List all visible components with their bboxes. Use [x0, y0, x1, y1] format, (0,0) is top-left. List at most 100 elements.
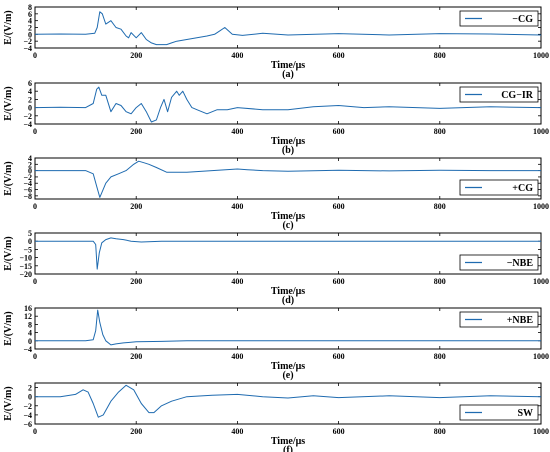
x-tick-label: 400	[231, 277, 243, 286]
x-tick-label: 400	[231, 202, 243, 211]
y-tick-label: 4	[28, 329, 32, 338]
legend: −NBE	[459, 254, 539, 271]
x-tick-label: 200	[130, 352, 142, 361]
y-axis-title: E/(V/m)	[3, 236, 14, 270]
x-tick-label: 800	[434, 127, 446, 136]
y-tick-label: −4	[23, 120, 32, 129]
x-tick-label: 400	[231, 352, 243, 361]
y-tick-label: −2	[23, 173, 32, 182]
plot-frame	[34, 157, 542, 200]
x-axis-title: Time/μs	[271, 60, 305, 71]
x-tick-label: 0	[33, 277, 37, 286]
x-axis-title: Time/μs	[271, 361, 305, 372]
y-tick-label: −15	[19, 262, 32, 271]
y-tick-label: 6	[28, 10, 32, 19]
x-tick-label: 600	[333, 127, 345, 136]
legend-box	[459, 179, 539, 196]
y-tick-label: −4	[23, 179, 32, 188]
x-tick-label: 0	[33, 51, 37, 60]
y-axis-title: E/(V/m)	[3, 161, 14, 195]
legend: −CG	[459, 10, 539, 27]
x-tick-label: 200	[130, 127, 142, 136]
legend: +NBE	[459, 311, 539, 328]
x-tick-label: 400	[231, 127, 243, 136]
y-tick-label: 2	[28, 95, 32, 104]
x-tick-label: 1000	[533, 277, 549, 286]
x-tick-label: 1000	[533, 127, 549, 136]
x-tick-label: 1000	[533, 202, 549, 211]
y-tick-label: 8	[28, 3, 32, 12]
legend-label: CG−IR	[501, 90, 534, 101]
legend: SW	[459, 404, 539, 421]
x-tick-label: 200	[130, 51, 142, 60]
plot-frame	[34, 307, 542, 350]
legend-label: −CG	[512, 14, 533, 25]
x-tick-label: 600	[333, 352, 345, 361]
y-tick-label: 2	[28, 24, 32, 33]
legend: +CG	[459, 179, 539, 196]
x-tick-label: 800	[434, 51, 446, 60]
y-tick-label: −6	[23, 420, 32, 429]
legend-box	[459, 86, 539, 103]
y-tick-label: 0	[28, 30, 32, 39]
y-tick-label: 8	[28, 320, 32, 329]
y-tick-label: 0	[28, 167, 32, 176]
y-axis-title: E/(V/m)	[3, 311, 14, 345]
legend-box	[459, 311, 539, 328]
y-tick-label: −6	[23, 186, 32, 195]
legend-box	[459, 254, 539, 271]
x-tick-label: 400	[231, 51, 243, 60]
y-tick-label: −2	[23, 37, 32, 46]
series-line-5	[35, 309, 541, 346]
y-tick-label: −4	[23, 345, 32, 354]
legend-label: −NBE	[507, 258, 534, 269]
y-tick-label: 0	[28, 337, 32, 346]
x-tick-label: 400	[231, 427, 243, 436]
y-tick-label: 4	[28, 154, 32, 163]
y-tick-label: 2	[28, 160, 32, 169]
x-tick-label: 800	[434, 427, 446, 436]
x-axis-title: Time/μs	[271, 436, 305, 447]
y-tick-label: 0	[28, 237, 32, 246]
series-line-2	[34, 86, 542, 123]
x-tick-label: 200	[130, 427, 142, 436]
y-tick-label: −10	[19, 254, 32, 263]
y-tick-label: 4	[28, 17, 32, 26]
x-tick-label: 0	[33, 202, 37, 211]
x-axis-title: Time/μs	[271, 136, 305, 147]
y-tick-label: −8	[23, 192, 32, 201]
y-tick-label: −5	[23, 245, 32, 254]
y-axis-title: E/(V/m)	[3, 86, 14, 120]
panel-tag: (a)	[282, 69, 294, 80]
y-tick-label: 2	[28, 384, 32, 393]
x-tick-label: 0	[33, 127, 37, 136]
y-tick-label: −2	[23, 112, 32, 121]
plot-frame	[34, 232, 542, 275]
x-axis-title: Time/μs	[271, 286, 305, 297]
legend-label: +NBE	[507, 315, 534, 326]
series-line-3	[35, 160, 541, 198]
x-tick-label: 0	[33, 352, 37, 361]
legend-label: +CG	[512, 183, 533, 194]
legend-box	[459, 404, 539, 421]
plot-frame	[34, 82, 542, 125]
panel-tag: (b)	[282, 145, 294, 156]
panel-tag: (e)	[282, 370, 293, 381]
plot-frame	[34, 382, 542, 425]
x-tick-label: 200	[130, 277, 142, 286]
x-tick-label: 600	[333, 277, 345, 286]
legend: CG−IR	[459, 86, 539, 103]
x-tick-label: 600	[333, 427, 345, 436]
x-tick-label: 800	[434, 277, 446, 286]
x-tick-label: 800	[434, 352, 446, 361]
y-tick-label: −20	[19, 270, 32, 279]
x-tick-label: 0	[33, 427, 37, 436]
y-tick-label: 6	[28, 79, 32, 88]
panel-tag: (f)	[283, 445, 293, 452]
